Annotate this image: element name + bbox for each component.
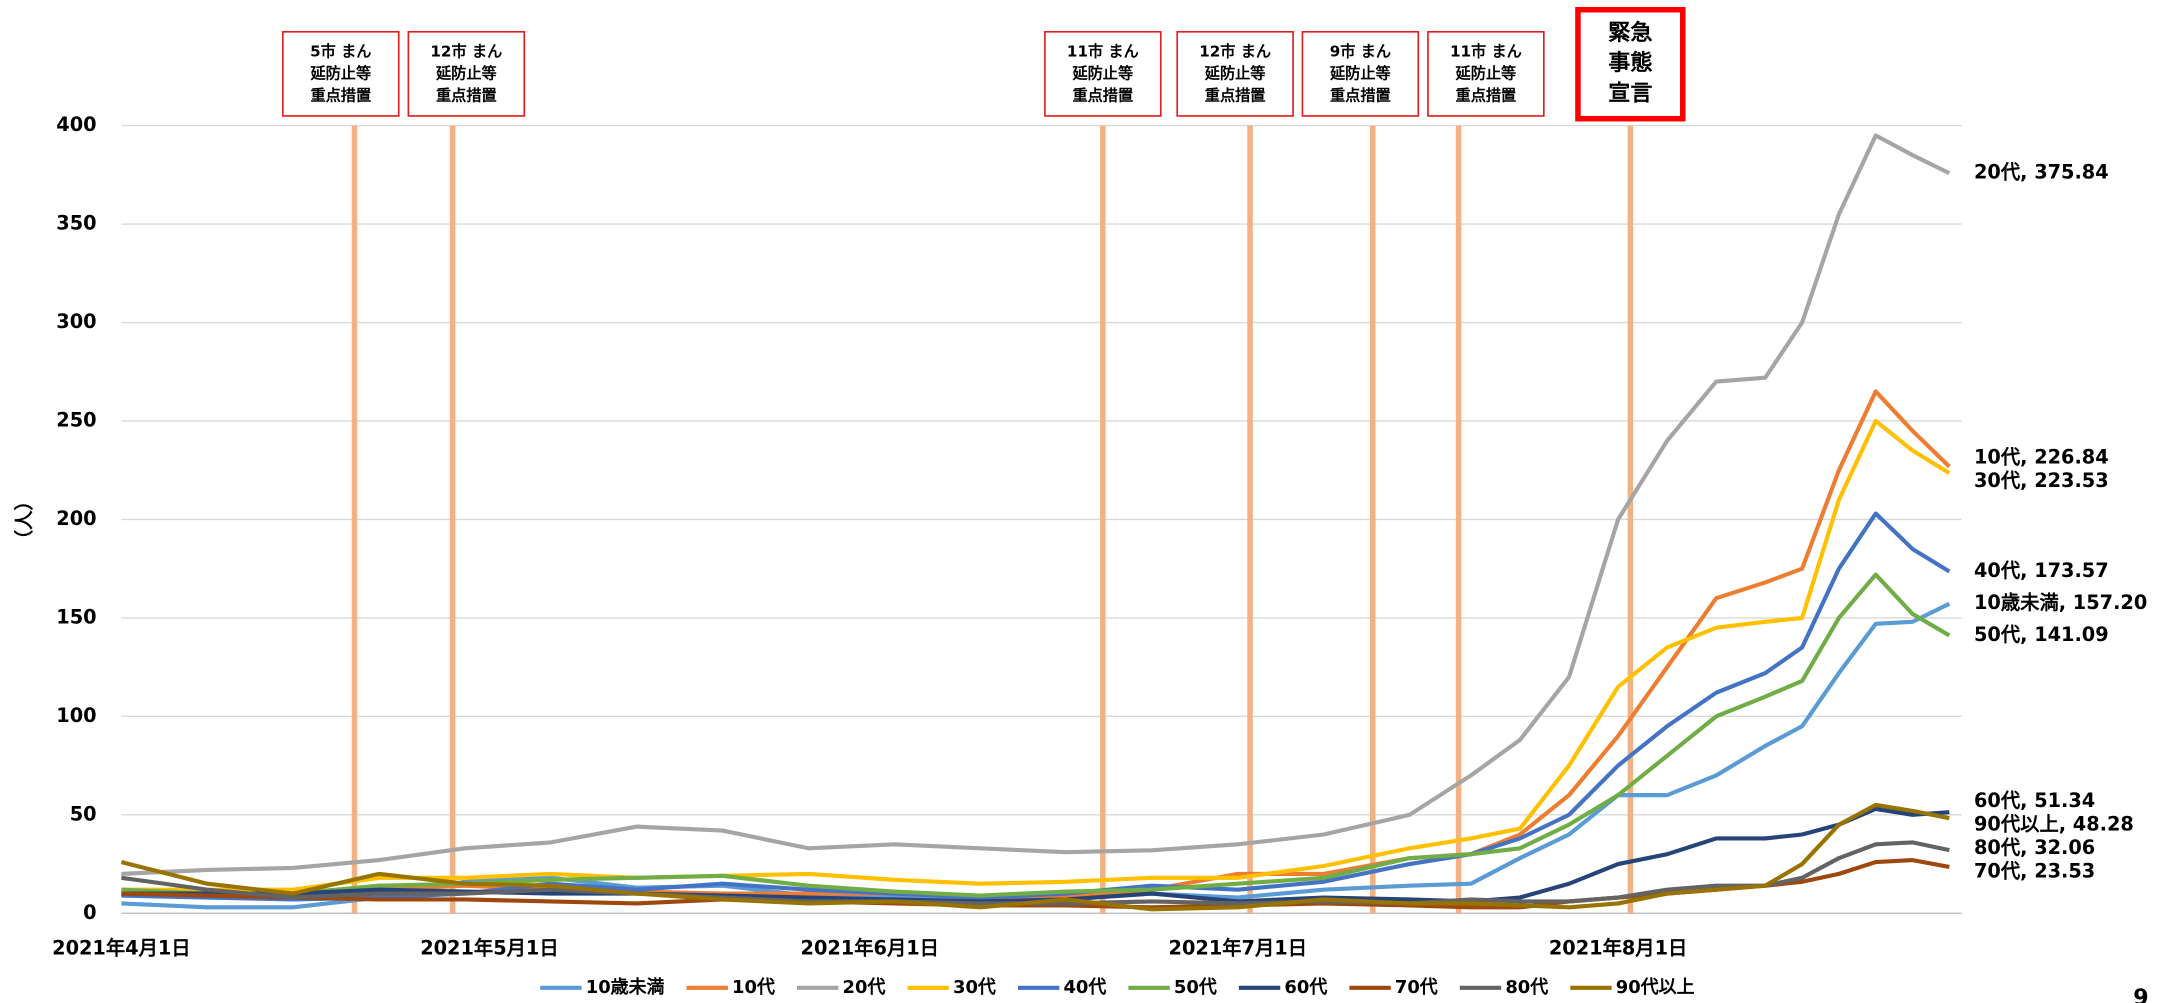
end-label: 10代, 226.84: [1974, 446, 2109, 469]
series-line: [121, 418, 1951, 892]
event-box: [1301, 30, 1420, 117]
x-tick-label: 2021年4月1日: [52, 937, 190, 960]
y-tick-label: 50: [70, 802, 97, 825]
y-tick-label: 100: [56, 704, 96, 727]
event-label: 重点措置: [1205, 86, 1266, 104]
event-label: 宣言: [1608, 82, 1652, 107]
event-label: 11市 まん: [1067, 42, 1139, 60]
y-tick-label: 350: [56, 212, 96, 235]
y-tick-label: 250: [56, 408, 96, 431]
end-label: 30代, 223.53: [1974, 469, 2109, 492]
event-label: 延防止等: [1072, 64, 1134, 82]
legend-label: 20代: [843, 977, 886, 998]
legend-label: 80代: [1505, 977, 1548, 998]
legend-label: 30代: [953, 977, 996, 998]
legend-label: 10歳未満: [586, 976, 665, 998]
event-box: [407, 30, 526, 117]
emergency-box: [1575, 6, 1686, 122]
legend: 10歳未満 10代 20代 30代 40代 50代 60代 70代 80代 90代以上: [540, 976, 1695, 998]
y-tick-label: 0: [83, 901, 96, 924]
event-label: 延防止等: [309, 64, 371, 82]
event-box: [1427, 30, 1545, 117]
end-label: 90代以上, 48.28: [1974, 813, 2134, 836]
end-label: 40代, 173.57: [1974, 559, 2109, 582]
page-number: 9: [2133, 986, 2148, 1003]
event-label: 9市 まん: [1330, 42, 1391, 60]
legend-label: 90代以上: [1616, 977, 1695, 998]
event-label: 重点措置: [310, 86, 371, 104]
event-label: 延防止等: [435, 64, 497, 82]
y-tick-label: 300: [56, 310, 96, 333]
event-label: 延防止等: [1204, 64, 1266, 82]
event-box: [282, 30, 400, 117]
y-tick-label: 200: [56, 507, 96, 530]
legend-label: 40代: [1063, 977, 1106, 998]
end-label: 80代, 32.06: [1974, 836, 2095, 859]
event-label: 延防止等: [1455, 64, 1517, 82]
x-tick-label: 2021年6月1日: [801, 937, 939, 960]
event-label: 重点措置: [1330, 86, 1391, 104]
event-label: 重点措置: [1073, 86, 1134, 104]
series-line: [121, 133, 1951, 876]
y-tick-label: 150: [56, 605, 96, 628]
series-line: [121, 511, 1951, 902]
x-tick-label: 2021年5月1日: [420, 937, 558, 960]
event-box: [1176, 30, 1294, 117]
event-label: 11市 まん: [1450, 42, 1522, 60]
x-tick-label: 2021年8月1日: [1549, 937, 1687, 960]
x-tick-label: 2021年7月1日: [1169, 937, 1307, 960]
event-box: [1044, 30, 1162, 117]
event-label: 12市 まん: [430, 42, 502, 60]
series-line: [120, 802, 1950, 912]
legend-label: 50代: [1174, 977, 1217, 998]
y-axis-label: （人）: [12, 491, 35, 549]
event-label: 重点措置: [1456, 86, 1517, 104]
end-label: 10歳未満, 157.20: [1974, 591, 2147, 614]
legend-label: 60代: [1284, 977, 1327, 998]
end-label: 60代, 51.34: [1974, 789, 2095, 812]
end-label: 70代, 23.53: [1974, 860, 2095, 883]
event-label: 事態: [1608, 50, 1652, 76]
event-label: 延防止等: [1329, 64, 1391, 82]
series-line: [121, 572, 1951, 898]
series-line: [121, 601, 1951, 910]
event-label: 12市 まん: [1199, 42, 1271, 60]
event-label: 5市 まん: [310, 42, 371, 60]
event-label: 重点措置: [436, 86, 497, 104]
y-tick-label: 400: [56, 113, 96, 136]
end-label: 20代, 375.84: [1974, 161, 2109, 184]
event-label: 緊急: [1608, 20, 1652, 46]
end-label: 50代, 141.09: [1974, 623, 2109, 646]
legend-label: 70代: [1395, 977, 1438, 998]
legend-label: 10代: [732, 977, 775, 998]
